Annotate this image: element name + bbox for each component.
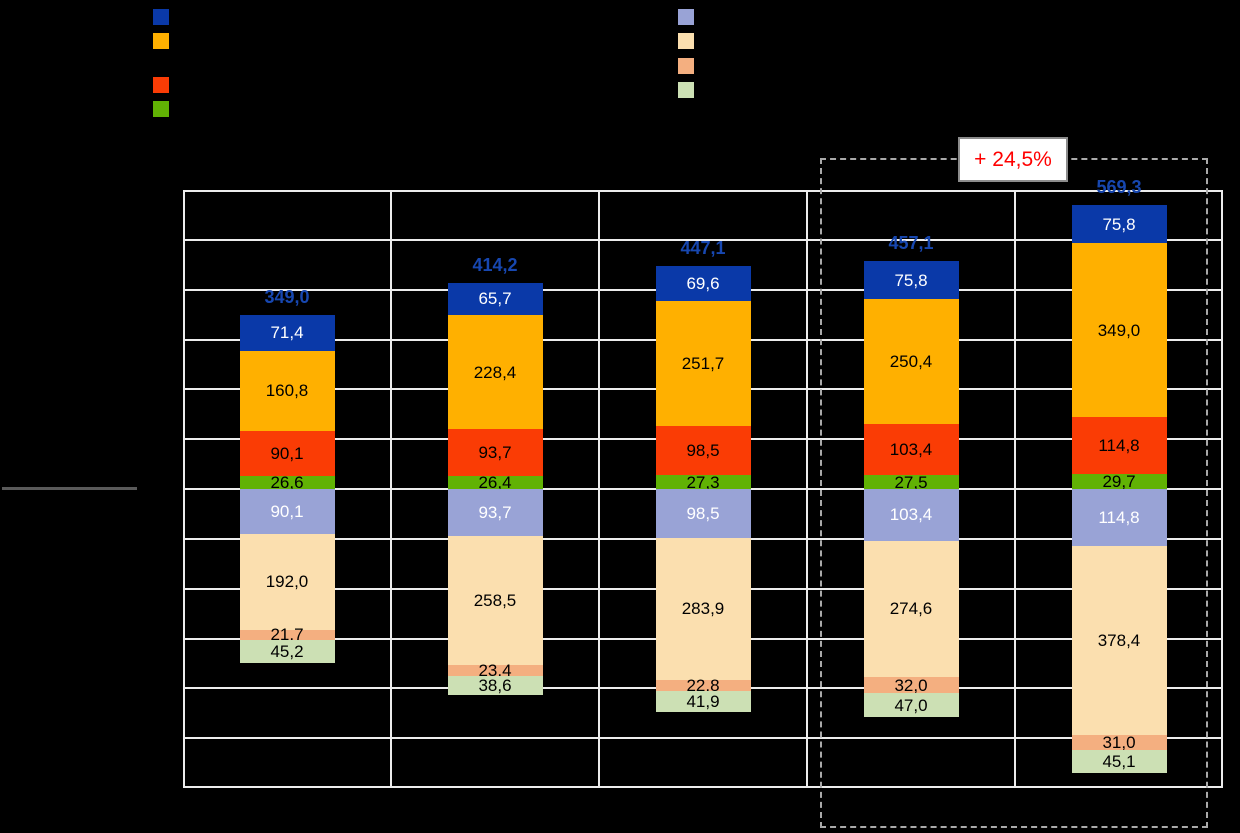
- bar-segment-tan: 378,4: [1071, 546, 1167, 735]
- legend-swatch-tan: [678, 33, 694, 49]
- growth-annotation-text: + 24,5%: [974, 147, 1052, 171]
- bar-segment-salmon: 22,8: [655, 676, 751, 694]
- bar-segment-orange: 228,4: [447, 315, 543, 430]
- legend-swatch-green: [153, 101, 169, 117]
- bar-segment-red-orange: 90,1: [239, 430, 335, 476]
- gridline-horizontal: [183, 737, 1223, 740]
- bar-segment-orange: 250,4: [863, 298, 959, 424]
- bar-total-label: 457,1: [888, 233, 934, 254]
- gridline-vertical: [598, 190, 600, 788]
- legend-swatch-salmon: [678, 58, 694, 74]
- bar-segment-salmon: 31,0: [1071, 734, 1167, 751]
- bar-total-label: 349,0: [264, 287, 310, 308]
- growth-annotation-box: + 24,5%: [958, 137, 1068, 182]
- bar-total-label: 414,2: [472, 254, 518, 275]
- bar-segment-salmon: 21,7: [239, 627, 335, 643]
- bar-segment-orange: 160,8: [239, 350, 335, 431]
- bar-segment-dark-blue: 65,7: [447, 282, 543, 316]
- bar-segment-light-purple: 90,1: [239, 489, 335, 534]
- baseline-callout-line: [2, 487, 137, 490]
- bar-segment-dark-blue: 69,6: [655, 266, 751, 301]
- bar-segment-dark-blue: 75,8: [1071, 205, 1167, 244]
- bar-segment-green: 27,5: [863, 474, 959, 490]
- bar-segment-light-green: 45,2: [239, 640, 335, 663]
- highlight-dashed-box: [820, 158, 1208, 828]
- bar-segment-green: 26,6: [239, 474, 335, 491]
- bar-segment-tan: 192,0: [239, 533, 335, 630]
- legend-swatch-light-green: [678, 82, 694, 98]
- bar-segment-light-green: 47,0: [863, 693, 959, 717]
- bar-segment-light-purple: 98,5: [655, 489, 751, 539]
- legend-swatch-red-orange: [153, 77, 169, 93]
- bar-segment-tan: 283,9: [655, 538, 751, 680]
- bar-segment-green: 29,7: [1071, 473, 1167, 490]
- bar-segment-green: 27,3: [655, 474, 751, 490]
- gridline-vertical: [390, 190, 392, 788]
- bar-segment-dark-blue: 75,8: [863, 261, 959, 299]
- gridline-vertical: [806, 190, 808, 788]
- bar-segment-orange: 349,0: [1071, 243, 1167, 417]
- bar-segment-light-green: 41,9: [655, 690, 751, 712]
- bar-segment-light-green: 45,1: [1071, 750, 1167, 773]
- bar-segment-salmon: 23,4: [447, 662, 543, 679]
- legend-swatch-orange: [153, 33, 169, 49]
- bar-total-label: 447,1: [680, 238, 726, 259]
- plot-area: 71,4 160,8 90,1 26,6 90,1 192,0 21,7 45,2 349,0 6…: [183, 178, 1223, 788]
- bar-segment-tan: 274,6: [863, 540, 959, 678]
- legend-swatch-light-purple: [678, 9, 694, 25]
- bar-segment-orange: 251,7: [655, 300, 751, 427]
- bar-segment-light-purple: 93,7: [447, 489, 543, 536]
- gridline-horizontal: [183, 238, 1223, 241]
- gridline-vertical: [1221, 190, 1223, 788]
- gridline-horizontal: [183, 786, 1223, 788]
- gridline-horizontal: [183, 190, 1223, 192]
- bar-segment-light-green: 38,6: [447, 676, 543, 696]
- bar-segment-red-orange: 103,4: [863, 423, 959, 476]
- bar-segment-light-purple: 103,4: [863, 489, 959, 541]
- gridline-vertical: [183, 190, 185, 788]
- bar-segment-light-purple: 114,8: [1071, 489, 1167, 547]
- legend-swatch-dark-blue: [153, 9, 169, 25]
- bar-segment-salmon: 32,0: [863, 677, 959, 694]
- bar-segment-tan: 258,5: [447, 535, 543, 665]
- gridline-vertical: [1014, 190, 1016, 788]
- bar-segment-red-orange: 93,7: [447, 429, 543, 476]
- bar-segment-green: 26,4: [447, 474, 543, 491]
- bar-total-label: 569,3: [1096, 177, 1142, 198]
- bar-segment-red-orange: 114,8: [1071, 416, 1167, 475]
- bar-segment-red-orange: 98,5: [655, 426, 751, 476]
- bar-segment-dark-blue: 71,4: [239, 315, 335, 351]
